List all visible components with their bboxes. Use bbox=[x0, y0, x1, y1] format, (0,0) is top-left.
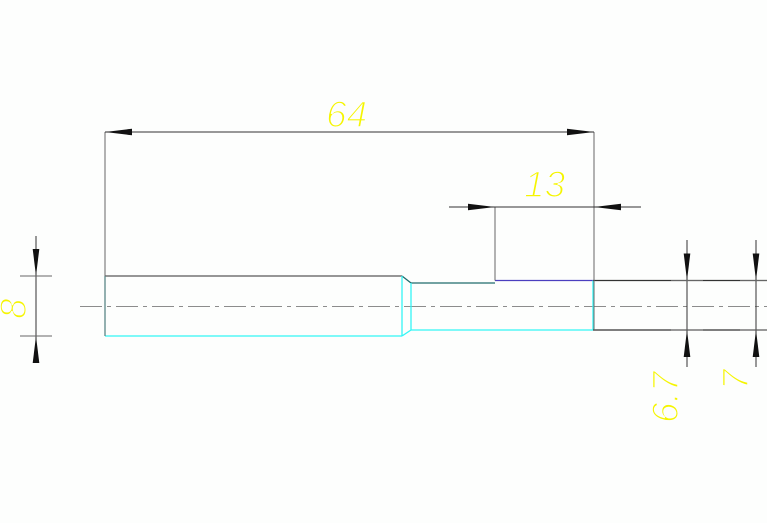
svg-text:13: 13 bbox=[524, 164, 566, 205]
svg-text:8: 8 bbox=[0, 298, 34, 319]
svg-text:64: 64 bbox=[326, 94, 367, 135]
svg-text:7: 7 bbox=[715, 368, 756, 390]
svg-text:6.7: 6.7 bbox=[645, 370, 686, 423]
